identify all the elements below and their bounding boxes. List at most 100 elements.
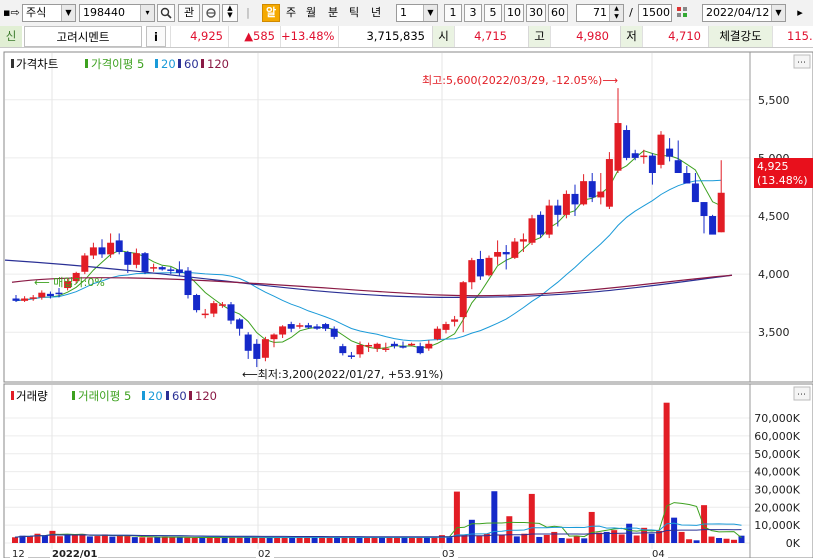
- chevron-down-icon[interactable]: ▾: [140, 5, 154, 21]
- volume-bar: [603, 531, 610, 543]
- high-label: 고: [528, 26, 550, 47]
- volume-bar: [371, 537, 378, 543]
- price-ma60-label: 60: [184, 57, 199, 71]
- period-minute[interactable]: 분: [327, 6, 339, 19]
- candle-body: [81, 255, 89, 272]
- x-axis-tick: 2022/01: [52, 549, 97, 558]
- total-count-input[interactable]: 1500: [638, 4, 672, 22]
- candle-body: [408, 343, 416, 346]
- volume-bar: [453, 491, 460, 543]
- quick-10[interactable]: 10: [504, 4, 524, 22]
- info-button[interactable]: i: [146, 26, 166, 47]
- volume-bar: [251, 537, 258, 543]
- alert-button[interactable]: 알: [262, 4, 280, 22]
- date-select[interactable]: 2022/04/12 ▼: [702, 4, 786, 22]
- candle-body: [347, 355, 355, 357]
- panel-menu-icon[interactable]: [793, 386, 811, 401]
- search-button[interactable]: [157, 4, 175, 22]
- volume-menu-button[interactable]: ⋯: [793, 386, 811, 401]
- stock-code-input[interactable]: 198440 ▾: [79, 4, 155, 22]
- candle-body: [107, 242, 115, 255]
- period-weekly[interactable]: 주: [285, 6, 297, 19]
- quick-1[interactable]: 1: [444, 4, 462, 22]
- candle-body: [218, 304, 226, 306]
- volume-bar: [71, 535, 78, 543]
- chevron-down-icon[interactable]: ▼: [61, 5, 75, 21]
- count-value: 71: [593, 6, 607, 19]
- sync-icon: [206, 8, 216, 18]
- unit-select-value: 1: [400, 6, 407, 19]
- legend-marker: [85, 59, 88, 68]
- count-input[interactable]: 71 ▲ ▼: [576, 4, 624, 22]
- price-axis-tick: 3,500: [758, 326, 790, 339]
- volume-bar: [468, 519, 475, 543]
- down-arrow-icon[interactable]: ▼: [227, 11, 233, 19]
- candle-body: [210, 303, 218, 314]
- unit-select[interactable]: 1 ▼: [396, 4, 438, 22]
- volume-bar: [566, 538, 573, 543]
- period-tick[interactable]: 틱: [348, 6, 360, 19]
- legend-marker: [201, 59, 204, 68]
- volume-bar: [401, 537, 408, 543]
- volume-bar: [528, 493, 535, 543]
- spinner-icon[interactable]: ▲ ▼: [609, 5, 623, 21]
- stock-name[interactable]: 고려시멘트: [24, 26, 142, 47]
- volume-bar: [678, 531, 685, 543]
- arrow-right-icon[interactable]: ▸: [797, 6, 803, 19]
- volume-bar: [334, 537, 341, 543]
- stock-chart[interactable]: 5,5005,0004,5004,0003,50070,000K60,000K5…: [0, 47, 813, 558]
- open-label: 시: [432, 26, 454, 47]
- legend-marker: [142, 391, 145, 400]
- period-yearly[interactable]: 년: [370, 6, 382, 19]
- legend-marker: [189, 391, 192, 400]
- chevron-down-icon[interactable]: ▼: [771, 5, 785, 21]
- volume-axis-tick: 70,000K: [754, 412, 800, 425]
- screen-link-icon[interactable]: ▪⇨: [3, 6, 20, 19]
- volume-bar: [386, 537, 393, 543]
- volume-bar: [611, 530, 618, 543]
- volume-bar: [738, 535, 745, 543]
- volume-axis-tick: 0K: [786, 537, 801, 550]
- candle-body: [648, 155, 656, 174]
- candle-body: [313, 326, 321, 329]
- candle-body: [21, 298, 29, 301]
- period-monthly[interactable]: 월: [305, 6, 317, 19]
- candle-body: [442, 324, 450, 330]
- market-select[interactable]: 주식 ▼: [22, 4, 76, 22]
- volume-bar: [26, 536, 33, 543]
- quick-3[interactable]: 3: [464, 4, 482, 22]
- candle-body: [605, 159, 613, 207]
- candle-body: [554, 205, 562, 215]
- volume-axis-tick: 50,000K: [754, 448, 800, 461]
- volume-bar: [169, 537, 176, 543]
- watchlist-button[interactable]: 관: [178, 4, 200, 22]
- quick-60[interactable]: 60: [548, 4, 568, 22]
- volume-bar: [56, 536, 63, 543]
- panel-menu-icon[interactable]: [793, 54, 811, 69]
- grid: [5, 52, 751, 558]
- volume-bar: [281, 537, 288, 543]
- quick-5[interactable]: 5: [484, 4, 502, 22]
- candle-body: [416, 346, 424, 354]
- volume-bar: [311, 537, 318, 543]
- volume-bar: [19, 535, 26, 543]
- quick-30[interactable]: 30: [526, 4, 546, 22]
- volume-bar: [124, 536, 131, 543]
- price-ma120-label: 120: [207, 57, 229, 71]
- price-axis-tick: 5,500: [758, 94, 790, 107]
- updown-spinner[interactable]: ▲ ▼: [222, 4, 238, 22]
- settings-grid-icon[interactable]: [674, 4, 692, 22]
- panel-menu-button[interactable]: ⋯: [793, 54, 811, 69]
- candle-body: [373, 343, 381, 349]
- volume-bar: [543, 534, 550, 543]
- sync-button[interactable]: [202, 4, 220, 22]
- candle-body: [674, 160, 682, 174]
- legend-marker: [72, 391, 75, 400]
- volume-bar: [296, 536, 303, 543]
- chevron-down-icon[interactable]: ▼: [423, 5, 437, 21]
- volume-bar: [214, 537, 221, 543]
- up-arrow-icon[interactable]: ▲: [227, 4, 233, 12]
- credit-badge: 신: [0, 26, 22, 47]
- market-select-label: 주식: [26, 6, 47, 19]
- volume-bar: [379, 537, 385, 543]
